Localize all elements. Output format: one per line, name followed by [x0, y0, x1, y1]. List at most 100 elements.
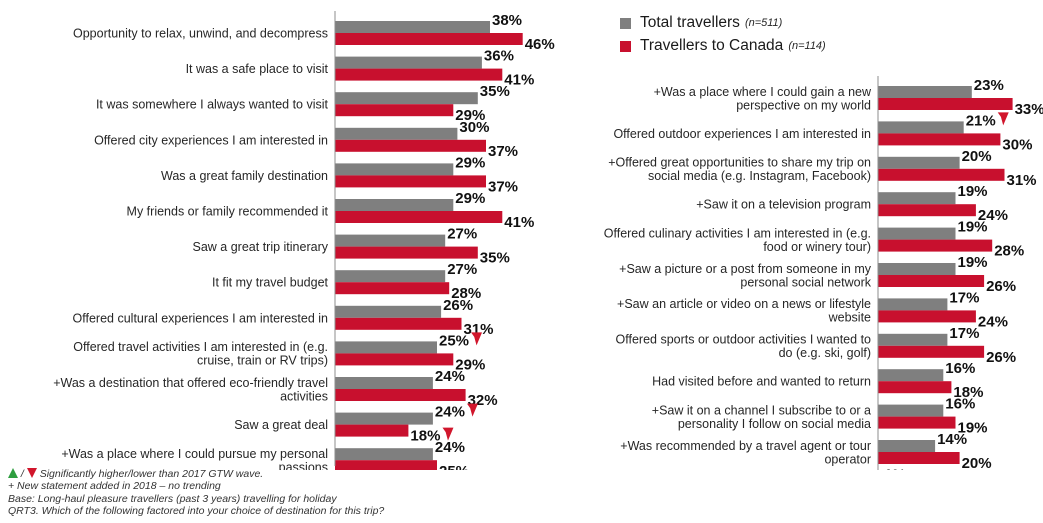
legend-total-swatch	[620, 17, 631, 29]
category-label-line: It fit my travel budget	[212, 276, 329, 290]
value-label-canada: 28%	[451, 285, 481, 302]
legend-canada-n: (n=114)	[788, 40, 826, 52]
bar-total	[335, 412, 433, 425]
value-label-total: 29%	[455, 154, 485, 171]
category-label: Offered sports or outdoor activities I w…	[616, 333, 872, 361]
value-label-total: 21%	[966, 112, 996, 129]
category-label-line: do (e.g. ski, golf)	[779, 346, 871, 360]
category-label-line: +Saw a picture or a post from someone in…	[619, 262, 872, 276]
category-label-line: It was somewhere I always wanted to visi…	[96, 98, 329, 112]
value-label-canada: 31%	[464, 321, 494, 338]
value-label-canada: 35%	[480, 250, 510, 267]
value-label-canada: 31%	[1007, 172, 1037, 189]
category-label-line: +Was recommended by a travel agent or to…	[620, 439, 871, 453]
footnote-base: Base: Long-haul pleasure travellers (pas…	[8, 492, 337, 505]
value-label-total: 17%	[949, 325, 979, 342]
bar-canada	[878, 239, 993, 252]
sig-down-icon	[466, 403, 478, 417]
bar-total	[335, 163, 454, 176]
bar-total	[878, 263, 956, 275]
bar-total	[335, 341, 437, 354]
bar-total	[878, 298, 948, 311]
bar-canada	[878, 452, 960, 464]
bar-canada	[878, 168, 1005, 181]
value-label-total: 30%	[459, 119, 489, 136]
value-label-canada: 37%	[488, 178, 518, 195]
bar-total	[335, 377, 433, 389]
value-label-canada: 30%	[1002, 136, 1032, 153]
legend-canada: Travellers to Canada (n=114)	[620, 37, 826, 55]
sig-down-icon	[471, 332, 483, 346]
bar-canada	[878, 345, 985, 358]
category-label-line: Opportunity to relax, unwind, and decomp…	[73, 27, 328, 41]
bar-canada	[878, 204, 976, 217]
value-label-total: 27%	[447, 261, 477, 278]
category-label-line: +Saw an article or video on a news or li…	[617, 297, 871, 311]
category-label-line: My friends or family recommended it	[127, 205, 329, 219]
value-label-total: 24%	[435, 368, 465, 385]
value-label-total: 19%	[958, 254, 988, 271]
value-label-total: 14%	[937, 431, 967, 448]
value-label-total: 17%	[949, 289, 979, 306]
category-label: Was a great family destination	[161, 169, 328, 183]
category-label: Offered cultural experiences I am intere…	[73, 311, 329, 325]
category-label-line: Offered cultural experiences I am intere…	[73, 311, 329, 325]
category-label-line: Had visited before and wanted to return	[652, 375, 871, 389]
bar-canada	[335, 424, 409, 437]
category-label: Saw a great trip itinerary	[193, 240, 329, 254]
category-label-line: Offered sports or outdoor activities I w…	[616, 333, 872, 347]
footnote-significance-text: Significantly higher/lower than 2017 GTW…	[39, 468, 264, 480]
category-label-line: social media (e.g. Instagram, Facebook)	[648, 169, 871, 183]
bar-total	[878, 121, 964, 134]
bar-canada	[335, 317, 462, 330]
value-label-canada: 19%	[958, 420, 988, 437]
category-label-line: Offered culinary activities I am interes…	[604, 226, 871, 240]
value-label-canada: 37%	[488, 143, 518, 160]
sig-down-icon	[26, 468, 37, 478]
value-label-canada: 29%	[455, 107, 485, 124]
category-label-line: It was a safe place to visit	[186, 62, 329, 76]
bar-canada	[335, 246, 478, 259]
value-label-canada: 33%	[1015, 101, 1043, 118]
bar-total	[335, 127, 458, 140]
bar-canada	[878, 381, 952, 394]
category-label: +Saw an article or video on a news or li…	[617, 297, 871, 325]
category-label-line: food or winery tour)	[763, 240, 871, 254]
bar-total	[878, 440, 936, 452]
value-label-total: 19%	[958, 219, 988, 236]
footnote-question: QRT3. Which of the following factored in…	[8, 505, 385, 518]
category-label: Offered culinary activities I am interes…	[604, 226, 871, 254]
sig-down-icon	[442, 427, 454, 441]
category-label: Had visited before and wanted to return	[652, 375, 871, 389]
category-label: +Saw it on a television program	[696, 198, 871, 212]
value-label-canada: 41%	[504, 72, 534, 89]
category-label: It fit my travel budget	[212, 276, 329, 290]
category-label-line: Saw a great deal	[234, 418, 328, 432]
value-label-total: 23%	[974, 77, 1004, 94]
category-label-line: +Saw it on a channel I subscribe to or a	[652, 403, 871, 417]
footnote-significance: / Significantly higher/lower than 2017 G…	[8, 468, 384, 480]
footnote-new: + New statement added in 2018 – no trend…	[8, 480, 221, 493]
sig-down-icon	[997, 112, 1009, 126]
bar-total	[878, 333, 948, 346]
category-label-line: perspective on my world	[736, 98, 871, 112]
category-label-line: website	[828, 311, 871, 325]
chart-panel-2: +Was a place where I could gain a new per…	[604, 76, 1043, 470]
value-label-canada: 25%	[439, 463, 469, 470]
category-label-line: operator	[824, 452, 871, 466]
category-label-line: +Saw it on a television program	[696, 198, 871, 212]
value-label-total: 1%	[884, 466, 906, 470]
bar-total	[335, 305, 442, 318]
category-label-line: passions	[279, 461, 328, 471]
category-label-line: Offered city experiences I am interested…	[94, 133, 328, 147]
bar-total	[335, 448, 433, 461]
value-label-canada: 24%	[978, 207, 1008, 224]
value-label-total: 27%	[447, 226, 477, 243]
bar-canada	[878, 275, 985, 287]
chart-panel-1: Opportunity to relax, unwind, and decomp…	[53, 11, 555, 470]
category-label: Offered city experiences I am interested…	[94, 133, 328, 147]
bar-canada	[878, 310, 976, 323]
bar-canada	[335, 282, 450, 295]
bar-total	[878, 192, 956, 205]
value-label-total: 35%	[480, 83, 510, 100]
